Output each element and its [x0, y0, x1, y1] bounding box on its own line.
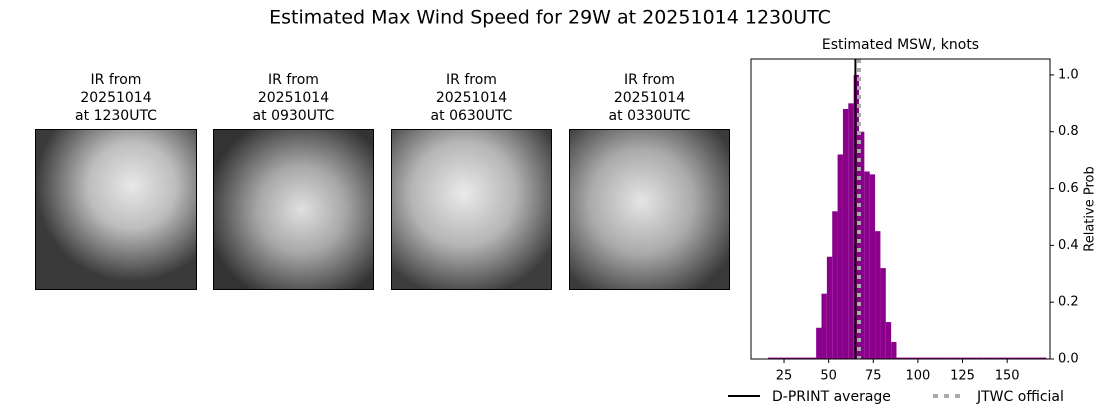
bar: [767, 357, 774, 359]
bar: [982, 357, 988, 359]
y-tick-label: 0.6: [1058, 181, 1079, 196]
panel-title: 20251014: [258, 90, 329, 106]
bar: [837, 154, 843, 359]
bar: [955, 357, 961, 359]
y-tick-label: 0.4: [1058, 238, 1079, 253]
panel-title: 20251014: [80, 90, 151, 106]
legend-label: JTWC official: [976, 389, 1064, 405]
bar: [816, 327, 822, 359]
bar: [864, 171, 870, 359]
ir-image: [569, 129, 730, 290]
panel-title: 20251014: [614, 90, 685, 106]
bar: [778, 357, 785, 359]
bar: [1019, 357, 1026, 359]
bar: [912, 357, 918, 359]
panel-title: IR from: [446, 72, 497, 88]
y-axis-label: Relative Prob: [1083, 166, 1098, 251]
bar: [800, 357, 806, 359]
y-tick-label: 0.0: [1058, 352, 1079, 367]
figure-title: Estimated Max Wind Speed for 29W at 2025…: [269, 7, 831, 29]
x-tick-label: 50: [820, 369, 837, 384]
bar: [842, 109, 849, 359]
x-tick-label: 25: [776, 369, 793, 384]
bar: [1035, 357, 1042, 359]
ir-image: [213, 129, 374, 290]
bar: [1008, 357, 1015, 359]
bar: [821, 293, 827, 359]
bar: [875, 231, 881, 359]
y-tick-label: 0.2: [1058, 295, 1079, 310]
bar: [869, 174, 876, 359]
bar: [794, 357, 801, 359]
bar: [987, 357, 993, 359]
bar: [923, 357, 929, 359]
bar: [928, 357, 934, 359]
bar: [944, 357, 951, 359]
x-tick-label: 75: [865, 369, 882, 384]
panel-title: IR from: [268, 72, 319, 88]
x-tick-label: 125: [950, 369, 975, 384]
bar: [832, 211, 838, 359]
panel-title: IR from: [91, 72, 142, 88]
bar: [858, 131, 865, 359]
plot-frame: [750, 58, 1051, 360]
bar: [992, 357, 999, 359]
panel-title: at 0630UTC: [431, 108, 513, 124]
bar: [848, 103, 854, 360]
bar: [998, 357, 1004, 359]
x-tick-label: 100: [905, 369, 930, 384]
panel-title: 20251014: [436, 90, 507, 106]
bar: [885, 322, 892, 359]
panel-title: at 1230UTC: [75, 108, 157, 124]
bar: [826, 256, 833, 359]
bar: [1003, 357, 1009, 359]
bar: [784, 357, 790, 359]
panel-title: IR from: [624, 72, 675, 88]
bar: [939, 357, 945, 359]
bar: [805, 357, 811, 359]
bar: [907, 357, 913, 359]
bar: [971, 357, 977, 359]
y-tick-label: 1.0: [1058, 67, 1079, 82]
bar: [950, 357, 956, 359]
x-tick-label: 150: [995, 369, 1020, 384]
bar: [896, 357, 902, 359]
bar: [810, 357, 817, 359]
panel-title: at 0930UTC: [253, 108, 335, 124]
bar: [966, 357, 972, 359]
bar: [773, 357, 779, 359]
bar: [1041, 357, 1047, 359]
y-tick-label: 0.8: [1058, 124, 1079, 139]
bar: [1030, 357, 1036, 359]
chart-title: Estimated MSW, knots: [822, 37, 979, 53]
legend-label: D-PRINT average: [772, 389, 891, 405]
bar: [1025, 357, 1031, 359]
bar: [1014, 357, 1020, 359]
bar: [917, 357, 924, 359]
bar: [933, 357, 940, 359]
bar: [976, 357, 983, 359]
bar: [901, 357, 908, 359]
bar: [789, 357, 795, 359]
panel-title: at 0330UTC: [609, 108, 691, 124]
ir-images: [35, 129, 730, 290]
bar: [960, 357, 967, 359]
ir-image: [35, 129, 197, 290]
ir-image: [391, 129, 552, 290]
bar: [880, 268, 886, 359]
bar: [891, 341, 897, 359]
